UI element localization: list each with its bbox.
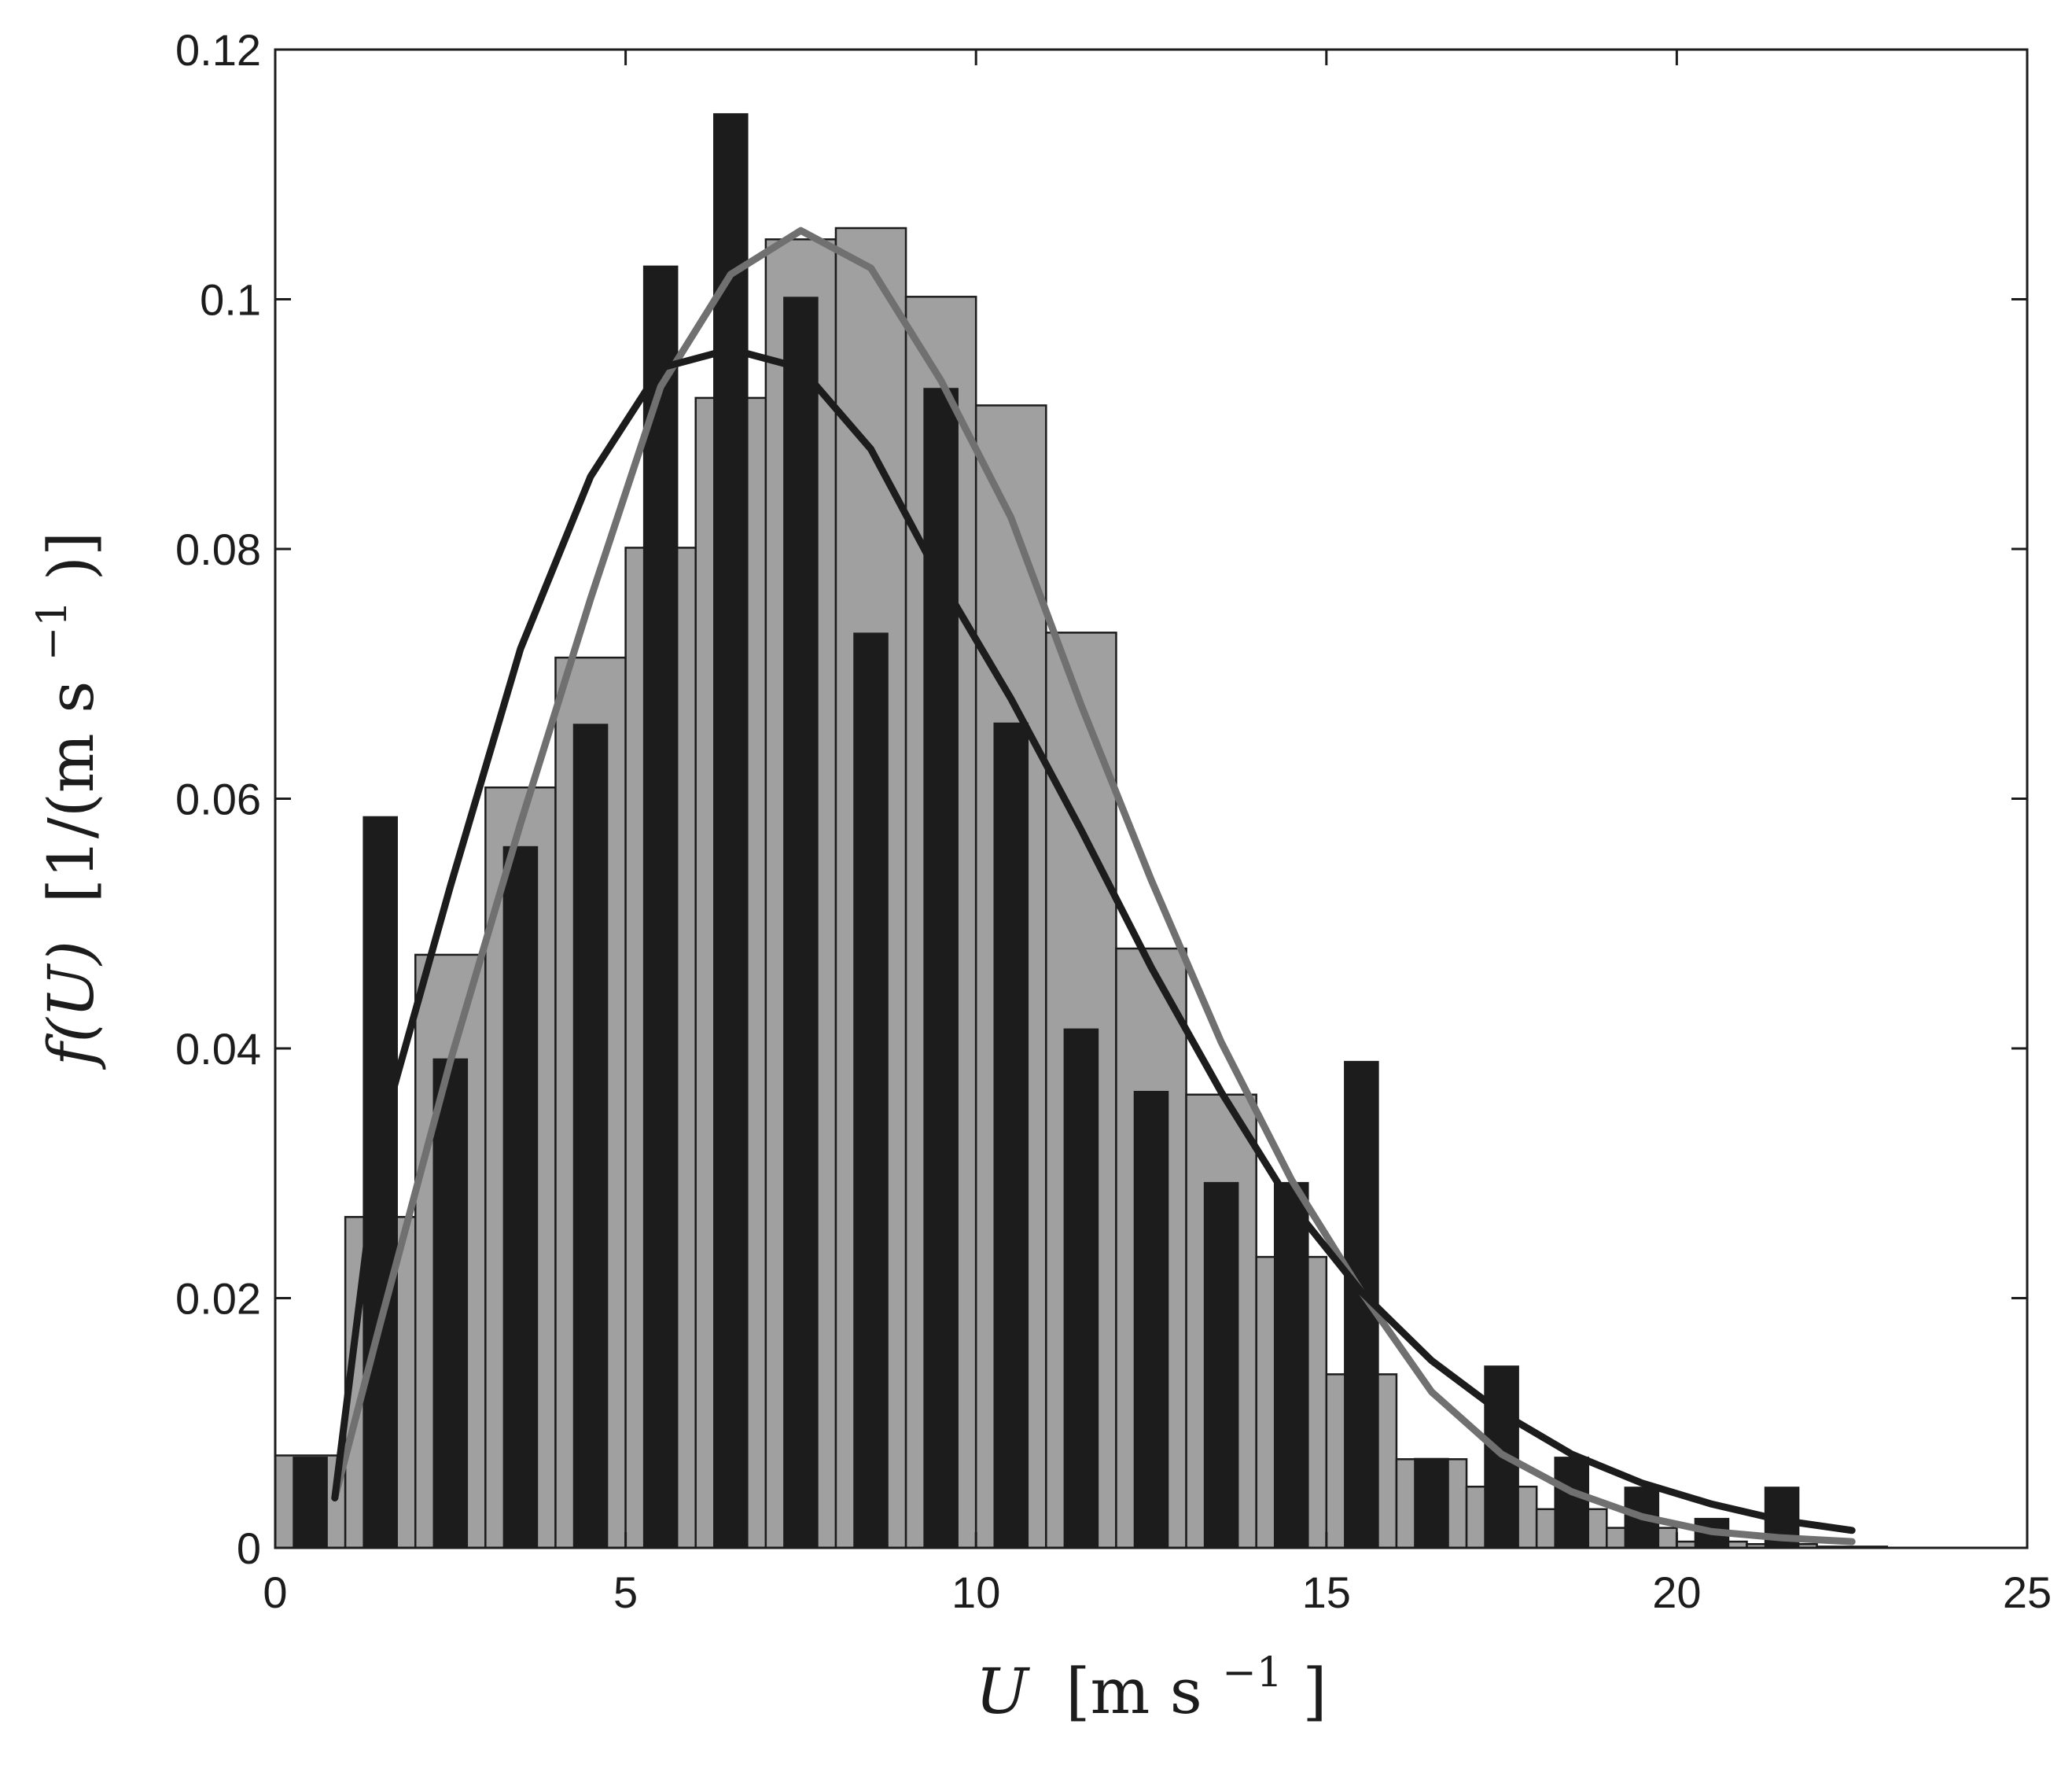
black-bar-4 bbox=[572, 724, 609, 1548]
y-tick-label: 0.1 bbox=[200, 275, 261, 325]
y-tick-label: 0.04 bbox=[175, 1024, 261, 1074]
axis-ticks bbox=[274, 48, 2029, 1549]
black-bar-0 bbox=[293, 1457, 328, 1548]
y-axis-symbol: f(U) bbox=[35, 941, 108, 1070]
y-tick-label: 0.08 bbox=[175, 525, 261, 574]
black-bar-16 bbox=[1414, 1457, 1449, 1548]
x-axis-close: ] bbox=[1302, 1655, 1327, 1728]
x-tick-label: 0 bbox=[263, 1568, 287, 1617]
black-bar-12 bbox=[1133, 1090, 1169, 1548]
black-bar-2 bbox=[432, 1058, 469, 1548]
x-tick-label: 25 bbox=[2003, 1568, 2052, 1617]
x-axis-exponent: −1 bbox=[1222, 1649, 1283, 1696]
y-tick-label: 0.06 bbox=[175, 775, 261, 824]
x-tick-label: 10 bbox=[951, 1568, 1000, 1617]
black-bar-8 bbox=[853, 632, 889, 1548]
black-bar-13 bbox=[1203, 1181, 1239, 1548]
y-tick-label: 0.02 bbox=[175, 1274, 261, 1324]
black-bar-6 bbox=[713, 112, 749, 1548]
black-bar-18 bbox=[1554, 1457, 1589, 1548]
y-tick-label: 0.12 bbox=[175, 25, 261, 75]
black-bar-3 bbox=[502, 845, 539, 1548]
y-axis-close: )] bbox=[35, 532, 108, 580]
black-bar-10 bbox=[993, 722, 1029, 1548]
black-bar-1 bbox=[363, 816, 398, 1548]
tick-labels: 0 5 10 15 20 25 0 0.02 0.04 0.06 0.08 0.1 0.12 bbox=[175, 25, 2052, 1617]
y-axis-title: f(U) [1/(m s −1 )] bbox=[8, 532, 108, 1070]
x-tick-label: 5 bbox=[613, 1568, 638, 1617]
y-axis-exponent: −1 bbox=[29, 601, 76, 661]
x-axis-title: U [m s −1 ] bbox=[975, 1628, 1327, 1728]
y-tick-label: 0 bbox=[237, 1523, 261, 1573]
x-axis-units: [m s bbox=[1065, 1655, 1202, 1728]
black-bar-5 bbox=[642, 265, 679, 1549]
fit-curve-2 bbox=[331, 227, 1856, 1545]
x-tick-label: 15 bbox=[1302, 1568, 1351, 1617]
x-tick-label: 20 bbox=[1652, 1568, 1701, 1617]
black-histogram-bars bbox=[293, 112, 1800, 1549]
y-axis-units: [1/(m s bbox=[35, 681, 108, 904]
fit-curve-3 bbox=[331, 345, 1856, 1534]
black-bar-14 bbox=[1273, 1181, 1309, 1548]
black-bar-11 bbox=[1063, 1028, 1099, 1548]
fit-curves bbox=[331, 227, 1856, 1545]
x-axis-symbol: U bbox=[975, 1655, 1030, 1728]
black-bar-7 bbox=[783, 297, 819, 1549]
